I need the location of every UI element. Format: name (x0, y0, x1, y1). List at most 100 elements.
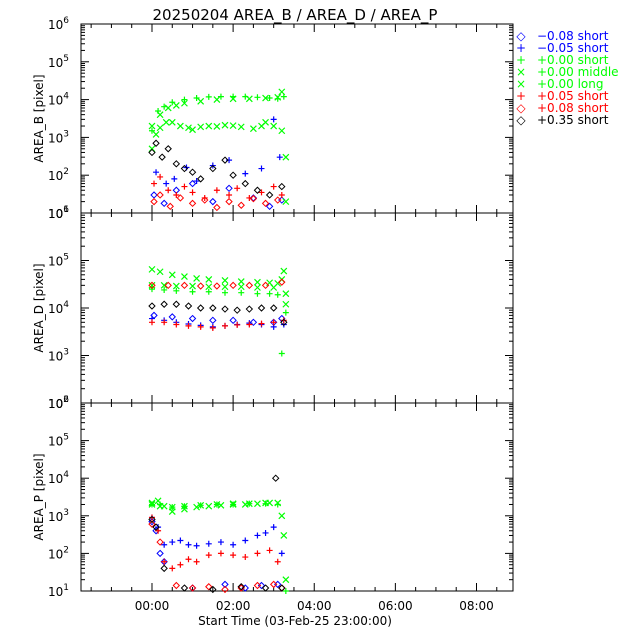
series--0-35-short (148, 300, 288, 327)
data-point (148, 265, 156, 273)
y-tick-label: 104 (48, 92, 69, 108)
data-point (181, 273, 188, 280)
data-point (242, 537, 249, 544)
data-point (221, 305, 229, 313)
data-point (164, 145, 172, 153)
data-point (180, 164, 189, 173)
data-point (274, 291, 281, 298)
x-tick-label: 04:00 (297, 599, 332, 613)
data-point (278, 350, 285, 357)
data-point (249, 125, 257, 133)
data-point (185, 556, 192, 563)
data-point (156, 502, 164, 510)
data-point (188, 199, 197, 208)
data-point (158, 153, 166, 161)
data-point (269, 304, 278, 312)
data-point (193, 95, 200, 102)
data-point (185, 541, 192, 548)
data-point (213, 187, 220, 194)
data-point (213, 96, 221, 104)
y-tick-label: 106 (48, 395, 69, 411)
data-point (274, 558, 281, 565)
data-point (254, 532, 261, 539)
data-point (188, 584, 197, 592)
data-point (270, 122, 278, 130)
data-point (280, 318, 288, 327)
data-point (209, 324, 216, 331)
data-point (161, 558, 168, 565)
data-point (262, 499, 269, 507)
data-point (217, 93, 224, 100)
data-point (148, 514, 155, 521)
data-point (222, 289, 228, 296)
data-point (254, 284, 261, 291)
data-point (282, 300, 290, 308)
data-point (172, 300, 181, 308)
data-point (270, 524, 277, 531)
data-point (197, 501, 205, 509)
data-point (172, 581, 181, 590)
data-point (213, 203, 221, 212)
data-point (209, 164, 217, 173)
data-point (261, 281, 270, 290)
panel-3: 101 102 103 104 105 106 AREA_P [pixel] (32, 395, 514, 599)
data-point (164, 104, 172, 112)
data-point (265, 202, 274, 211)
data-point (253, 186, 262, 194)
legend-marker: + (516, 41, 526, 55)
data-point (226, 191, 233, 198)
data-point (172, 102, 180, 109)
data-point (225, 184, 233, 193)
series--0-35-short (148, 474, 286, 594)
series--0-05-short (148, 514, 285, 557)
series--0-05-short (151, 173, 285, 201)
data-point (280, 317, 287, 324)
y-tick-label: 102 (48, 395, 69, 411)
series--0-00-short (148, 286, 289, 357)
data-point (160, 199, 168, 208)
data-point (213, 501, 221, 508)
data-point (148, 281, 156, 290)
data-point (184, 302, 193, 310)
y-tick-label: 102 (48, 167, 69, 183)
data-point (257, 304, 266, 312)
series--0-00-long (148, 499, 286, 520)
legend-entry: +0.00 short (537, 53, 609, 67)
data-point (177, 537, 184, 544)
series--0-00-middle (148, 118, 290, 161)
data-point (169, 99, 176, 106)
data-point (282, 153, 290, 161)
data-point (189, 126, 196, 134)
data-point (230, 541, 237, 548)
data-point (213, 123, 221, 130)
data-point (181, 502, 188, 510)
data-point (280, 532, 288, 539)
y-tick-label: 101 (48, 205, 69, 221)
data-point (229, 171, 237, 179)
data-point (205, 502, 213, 510)
data-point (269, 580, 278, 589)
data-point (230, 552, 237, 559)
data-point (242, 170, 249, 177)
data-point (278, 127, 286, 135)
legend-entry: +0.05 short (537, 89, 609, 103)
data-point (157, 173, 164, 180)
data-point (173, 321, 180, 328)
legend-marker: ◇ (516, 29, 526, 43)
data-point (197, 97, 205, 105)
data-point (185, 124, 192, 132)
data-point (242, 554, 249, 561)
data-point (148, 286, 155, 293)
data-point (197, 323, 204, 330)
data-point (270, 116, 277, 123)
y-tick-label: 103 (48, 129, 69, 145)
data-point (254, 290, 261, 297)
y-tick-label: 102 (48, 545, 69, 561)
data-point (213, 282, 221, 290)
data-point (266, 547, 273, 554)
data-point (189, 189, 196, 196)
series--0-00-long (148, 88, 290, 206)
data-point (168, 313, 176, 321)
data-point (237, 583, 245, 591)
data-point (237, 283, 245, 291)
